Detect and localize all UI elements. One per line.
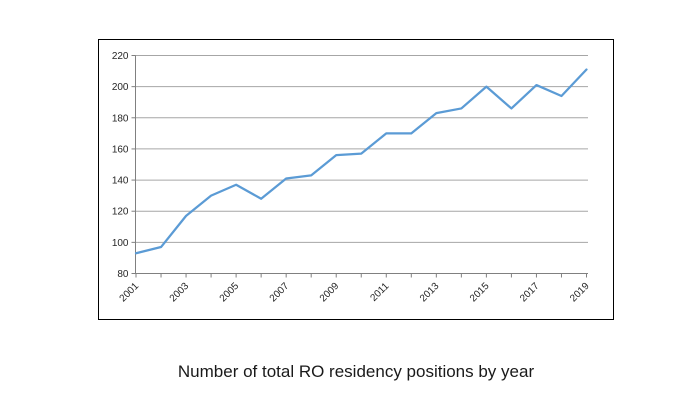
x-tick-label: 2013 — [418, 281, 442, 305]
x-tick-label: 2015 — [468, 281, 492, 305]
y-tick-label: 220 — [112, 51, 129, 62]
line-chart: 80 100 120 140 160 180 200 220 2001 2003 2005 2007 2… — [112, 51, 592, 305]
y-tick-label: 100 — [112, 238, 129, 249]
x-tick-label: 2017 — [518, 281, 542, 305]
y-tick-label: 120 — [112, 207, 129, 218]
y-tick-label: 200 — [112, 82, 129, 93]
x-tick-label: 2019 — [568, 281, 592, 305]
y-tick-label: 160 — [112, 144, 129, 155]
chart-frame: 80 100 120 140 160 180 200 220 2001 2003 2005 2007 2… — [98, 39, 614, 320]
x-tick-label: 2009 — [318, 281, 342, 305]
y-tick-label: 80 — [117, 269, 129, 280]
y-tick-label: 180 — [112, 113, 129, 124]
chart-caption: Number of total RO residency positions b… — [177, 362, 535, 381]
x-tick-label: 2001 — [118, 281, 142, 305]
x-tick-label: 2007 — [268, 281, 292, 305]
y-tick-label: 140 — [112, 176, 129, 187]
x-tick-label: 2011 — [368, 281, 391, 304]
x-tick-label: 2003 — [168, 281, 192, 305]
x-tick-label: 2005 — [218, 281, 242, 305]
data-series-line — [134, 68, 588, 255]
